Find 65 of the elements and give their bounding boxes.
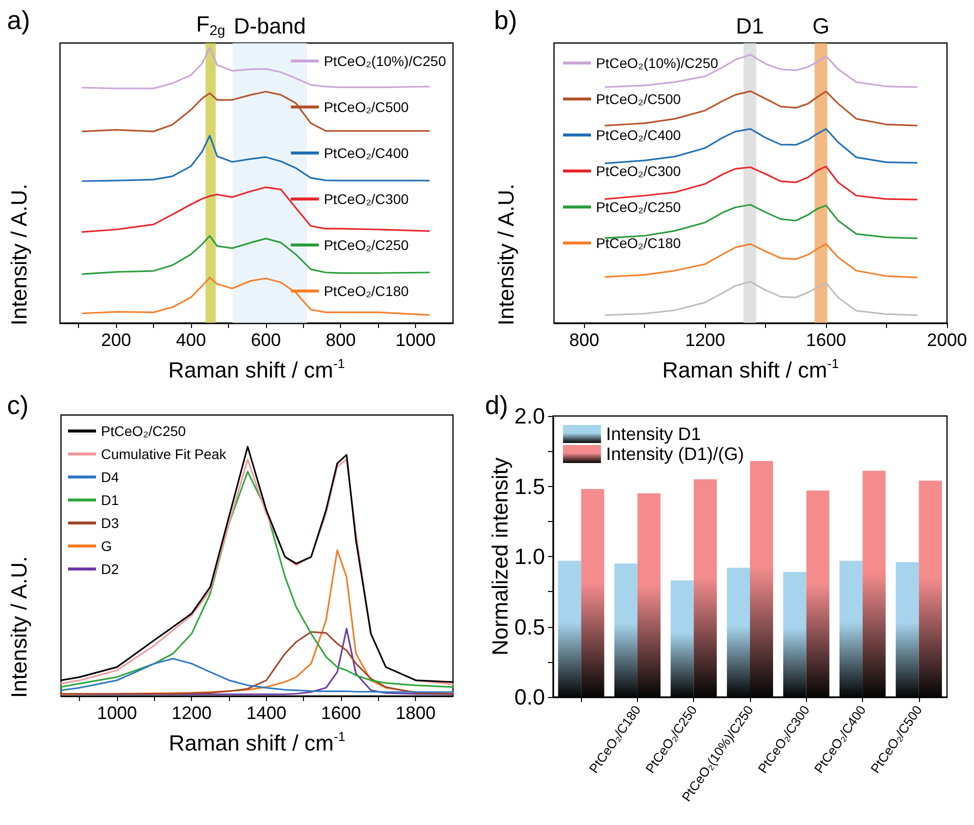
legend-label: PtCeO₂/C250 [596,199,682,215]
legend-label: Cumulative Fit Peak [101,446,228,462]
x-tick-label: 1200 [685,330,726,350]
bar [783,572,806,697]
bar [614,564,638,697]
y-axis-title: Intensity / A.U. [6,556,32,698]
legend-label: PtCeO₂/C180 [596,235,682,251]
x-tick-label: 1200 [172,703,212,723]
y-tick-label: 2.0 [514,404,545,428]
x-tick-label: 1600 [806,330,846,350]
y-tick-label: 0.0 [514,684,545,710]
y-axis-title: Intensity / A.U. [6,184,32,326]
chart-title: c) [7,390,29,420]
y-axis-title: Intensity / A.U. [494,184,518,326]
bar [558,560,582,697]
y-tick-label: 1.5 [514,474,545,499]
x-tick-label: 800 [569,330,600,350]
legend-label: Intensity (D1)/(G) [606,444,744,464]
chart-title: a) [7,5,30,35]
x-tick-label: 1800 [396,703,436,723]
band-label: D1 [736,14,764,38]
bar [581,489,604,697]
legend-label: PtCeO₂/C400 [596,127,682,143]
legend-label: Intensity D1 [606,424,702,444]
x-tick-label: 400 [176,330,206,350]
bar [806,490,830,697]
legend-label: PtCeO₂(10%)/C250 [324,53,446,69]
legend-label: D2 [101,561,120,577]
x-tick-label: 600 [250,330,281,350]
legend-label: PtCeO₂/C300 [596,163,682,179]
legend-label: PtCeO₂(10%)/C250 [596,55,718,71]
x-tick-label: 1600 [320,703,362,723]
y-axis-title: Normalized intensity [488,457,512,656]
bar [637,493,661,697]
legend-label: PtCeO₂/C300 [324,191,409,207]
bar [839,560,863,697]
band-label: D-band [234,14,306,38]
x-tick-label: 1000 [96,703,138,723]
bar [918,480,942,697]
bar [862,470,886,697]
band-label: G [812,14,830,38]
legend-label: D4 [101,469,120,485]
x-tick-label: 1000 [396,330,436,350]
chart-title: d) [485,390,508,420]
x-tick-label: 1400 [246,703,286,723]
y-tick-label: 0.5 [514,614,545,640]
bar [896,562,919,697]
legend-label: G [101,538,112,554]
y-tick-label: 1.0 [514,544,545,569]
legend-label: PtCeO₂/C500 [596,91,682,107]
bar [670,580,694,697]
bar [726,568,750,697]
bar [750,460,774,697]
legend-label: D1 [101,492,120,508]
x-tick-label: 2000 [926,330,968,350]
bar [694,479,717,697]
legend-label: PtCeO₂/C250 [324,237,409,253]
legend-label: D3 [101,515,120,531]
legend-label: PtCeO₂/C500 [324,99,409,115]
x-tick-label: 800 [326,330,356,350]
chart-title: b) [494,5,518,35]
legend-label: PtCeO₂/C400 [324,145,409,161]
legend-label: PtCeO₂/C180 [324,283,409,299]
legend-label: PtCeO₂/C250 [101,423,186,439]
x-tick-label: 200 [101,330,132,350]
